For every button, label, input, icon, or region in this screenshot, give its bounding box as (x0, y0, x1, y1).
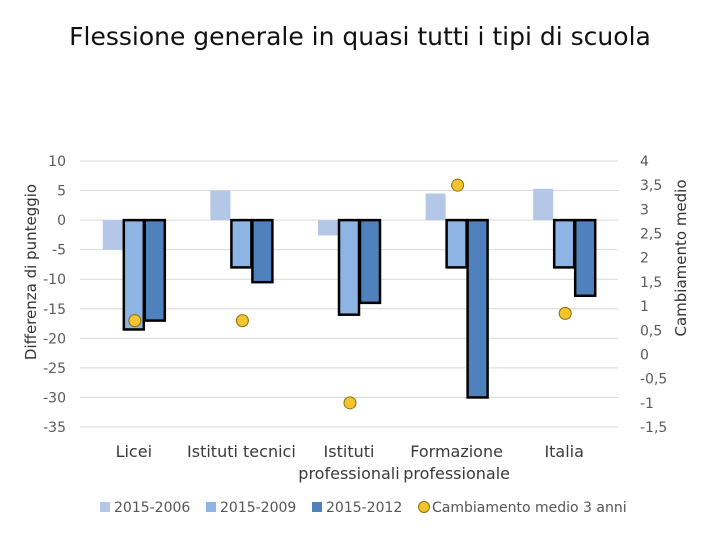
legend-swatch (312, 502, 322, 512)
bar-2015-2009 (230, 218, 253, 269)
category-label: professionali (298, 464, 399, 483)
category-label: Italia (544, 442, 584, 461)
average-change-marker (235, 314, 249, 328)
y-tick-label: -20 (43, 331, 66, 347)
y2-tick-label: 3,5 (640, 178, 662, 194)
legend: 2015-2006 2015-2009 2015-2012 Cambiamento m… (100, 500, 627, 516)
chart-title: Flessione generale in quasi tutti i tipi… (69, 22, 651, 51)
category-label: Formazione (410, 442, 503, 461)
y-tick-label: 5 (57, 184, 66, 200)
bar-2015-2009 (445, 218, 468, 269)
y-tick-label: -30 (43, 390, 66, 406)
y-tick-label: 0 (57, 213, 66, 229)
bar-2015-2009 (552, 218, 576, 269)
y-tick-label: -5 (52, 243, 66, 259)
bar-2015-2006 (210, 190, 231, 221)
bar-2015-2006 (533, 188, 554, 221)
legend-item: 2015-2009 (206, 500, 296, 516)
average-change-marker (128, 314, 142, 328)
legend-swatch (206, 502, 216, 512)
bar-2015-2012 (251, 218, 274, 284)
bar-2015-2006 (425, 193, 446, 221)
category-label: Istituti (324, 442, 375, 461)
left-axis-ticks: 10 5 0 -5 -10 -15 -20 -25 -30 -35 (43, 154, 66, 436)
legend-label: 2015-2012 (326, 500, 402, 516)
legend-item: Cambiamento medio 3 anni (418, 500, 627, 516)
y-tick-label: -25 (43, 361, 66, 377)
legend-label: 2015-2006 (114, 500, 190, 516)
category-label: Licei (116, 442, 152, 461)
y-tick-label: 10 (48, 154, 66, 170)
y-tick-label: -15 (43, 302, 66, 318)
average-change-marker (558, 306, 572, 320)
y2-tick-label: 4 (640, 154, 649, 170)
y2-tick-label: 1 (640, 299, 649, 315)
average-change-markers (128, 178, 572, 410)
legend-label: 2015-2009 (220, 500, 296, 516)
bar-2015-2012 (358, 218, 382, 305)
y2-tick-label: 2 (640, 251, 649, 267)
legend-marker (418, 501, 430, 513)
y2-tick-label: 2,5 (640, 227, 662, 243)
average-change-marker (343, 396, 357, 410)
bar-2015-2009 (337, 218, 361, 316)
category-label: Istituti tecnici (187, 442, 296, 461)
y2-tick-label: -1 (640, 396, 654, 412)
y2-tick-label: 0,5 (640, 323, 662, 339)
right-axis-ticks: 4 3,5 3 2,5 2 1,5 1 0,5 0 -0,5 -1 -1,5 (640, 154, 667, 436)
legend-item: 2015-2012 (312, 500, 402, 516)
legend-label: Cambiamento medio 3 anni (432, 500, 627, 516)
y2-tick-label: 0 (640, 347, 649, 363)
y-tick-label: -35 (43, 420, 66, 436)
left-axis-title: Differenza di punteggio (22, 184, 40, 360)
right-axis-title: Cambiamento medio (672, 179, 690, 336)
y2-tick-label: 1,5 (640, 275, 662, 291)
y2-tick-label: 3 (640, 202, 649, 218)
average-change-marker (451, 178, 465, 192)
bar-2015-2012 (143, 218, 167, 322)
bar-2015-2012 (466, 218, 489, 399)
bar-2015-2009 (122, 218, 146, 331)
legend-item: 2015-2006 (100, 500, 190, 516)
y2-tick-label: -1,5 (640, 420, 667, 436)
legend-swatch (100, 502, 110, 512)
bar-2015-2006 (318, 220, 338, 236)
category-labels: Licei Istituti tecnici Istituti professiona… (116, 442, 584, 483)
y2-tick-label: -0,5 (640, 372, 667, 388)
bars (102, 188, 597, 399)
y-tick-label: -10 (43, 272, 66, 288)
bar-2015-2006 (102, 220, 123, 250)
bar-2015-2012 (573, 218, 597, 298)
category-label: professionale (403, 464, 510, 483)
